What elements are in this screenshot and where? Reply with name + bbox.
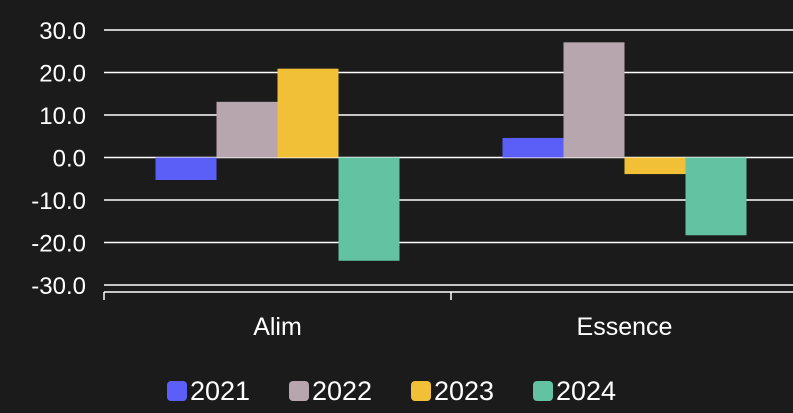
- legend-label-2024: 2024: [556, 376, 616, 406]
- x-category-label: Essence: [577, 313, 673, 341]
- bar-essence-2024: [686, 158, 747, 236]
- y-tick-label: 30.0: [39, 18, 86, 45]
- bar-essence-2021: [503, 138, 564, 158]
- y-tick-label: 10.0: [39, 103, 86, 130]
- legend-label-2022: 2022: [312, 376, 372, 406]
- x-category-label: Alim: [253, 313, 302, 341]
- y-tick-label: -30.0: [31, 273, 86, 300]
- y-tick-label: -10.0: [31, 188, 86, 215]
- bar-alim-2024: [339, 158, 400, 261]
- legend-swatch-2024: [533, 381, 553, 401]
- y-tick-label: -20.0: [31, 231, 86, 258]
- legend-swatch-2022: [289, 381, 309, 401]
- y-tick-label: 20.0: [39, 61, 86, 88]
- bar-essence-2022: [564, 42, 625, 157]
- y-tick-label: 0.0: [53, 146, 86, 173]
- bar-alim-2021: [156, 158, 217, 181]
- legend-label-2023: 2023: [434, 376, 494, 406]
- bar-alim-2023: [278, 69, 339, 158]
- bar-essence-2023: [625, 158, 686, 175]
- legend-swatch-2021: [167, 381, 187, 401]
- legend-swatch-2023: [411, 381, 431, 401]
- legend-label-2021: 2021: [190, 376, 250, 406]
- bar-alim-2022: [217, 102, 278, 158]
